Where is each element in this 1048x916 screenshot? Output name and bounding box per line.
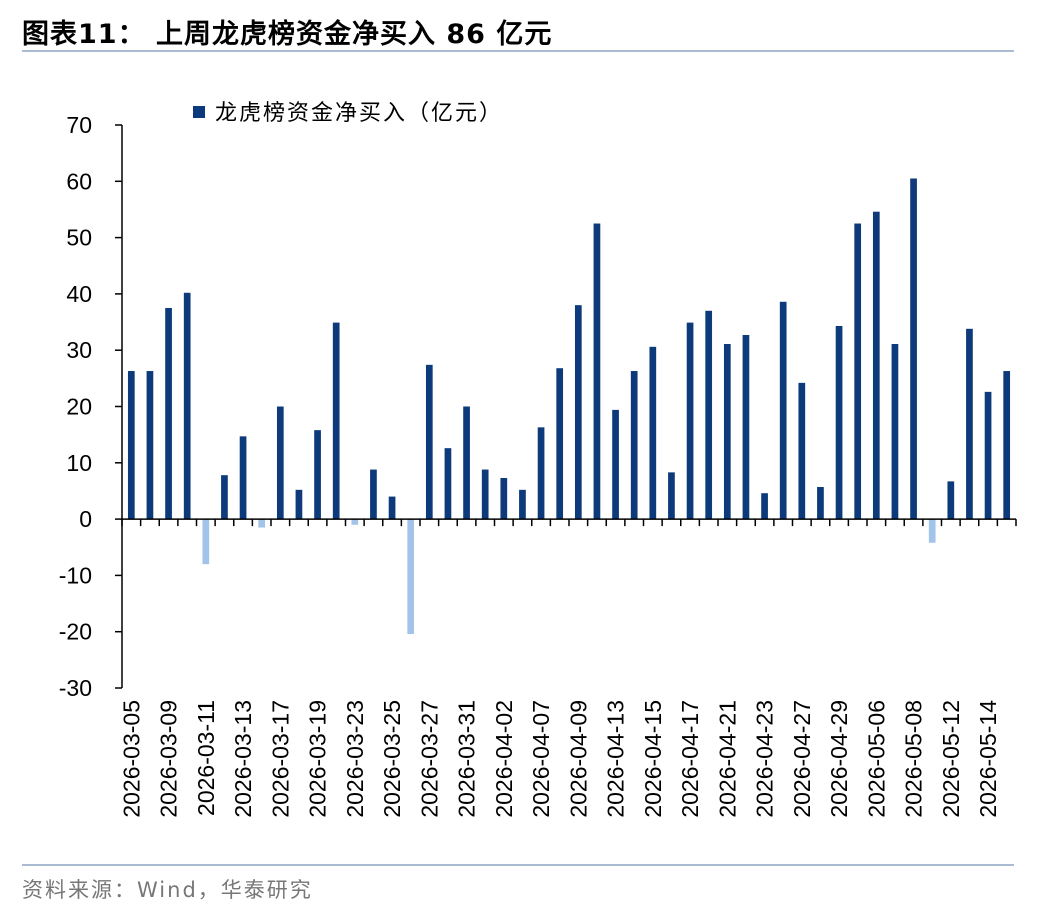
bar (425, 364, 433, 520)
y-tick-label: 30 (66, 337, 92, 363)
bar-chart: 龙虎榜资金净买入（亿元） 70 60 50 40 30 20 10 0 -10 -20 -30 20… (59, 101, 1017, 818)
bar (984, 391, 992, 520)
y-tick-label: 0 (79, 506, 92, 532)
y-tick-label: 60 (66, 168, 92, 194)
chart-title: 图表11： 上周龙虎榜资金净买入 86 亿元 (22, 19, 553, 50)
x-tick-label: 2026-03-27 (416, 700, 442, 818)
bar (388, 496, 396, 520)
bar (798, 382, 806, 520)
y-tick-label: 50 (66, 225, 92, 251)
x-tick-label: 2026-04-21 (714, 700, 740, 818)
y-ticks: 70 60 50 40 30 20 10 0 -10 -20 -30 (59, 112, 122, 701)
bar (370, 469, 377, 520)
bar (723, 344, 731, 520)
bar (276, 406, 284, 520)
x-tick-label: 2026-03-19 (305, 700, 331, 818)
y-tick-label: 70 (66, 112, 92, 138)
x-ticks: 2026-03-05 2026-03-09 2026-03-11 2026-03-13… (118, 519, 1017, 818)
bar (407, 519, 415, 634)
bar (612, 409, 619, 520)
y-tick-label: -30 (59, 675, 92, 701)
bar (705, 310, 713, 520)
x-tick-label: 2026-04-27 (789, 700, 815, 818)
bar (239, 436, 247, 520)
bar (295, 489, 303, 520)
x-tick-label: 2026-04-29 (826, 700, 852, 818)
x-tick-label: 2026-05-12 (938, 700, 964, 818)
bar (221, 475, 228, 520)
x-tick-label: 2026-04-15 (640, 700, 666, 818)
x-tick-label: 2026-05-06 (863, 700, 889, 818)
bars-group (127, 178, 1011, 634)
bar (463, 406, 470, 520)
bar (947, 481, 955, 520)
bar (761, 493, 768, 520)
x-tick-label: 2026-04-13 (603, 700, 629, 818)
bar (649, 346, 657, 520)
x-tick-label: 2026-04-02 (491, 700, 517, 818)
y-tick-label: -20 (59, 619, 92, 645)
bar (556, 368, 564, 520)
x-tick-label: 2026-03-09 (156, 700, 182, 818)
top-rule (22, 50, 1014, 52)
bar (127, 371, 135, 520)
bar (630, 371, 638, 520)
bar (928, 519, 936, 543)
x-tick-label: 2026-03-23 (342, 700, 368, 818)
bar (146, 371, 154, 520)
bar (519, 489, 526, 520)
x-tick-label: 2026-03-17 (267, 700, 293, 818)
bar (835, 325, 843, 520)
bar (668, 472, 675, 520)
x-tick-label: 2026-04-17 (677, 700, 703, 818)
x-tick-label: 2026-03-05 (118, 700, 144, 818)
bar (966, 328, 973, 520)
bar (854, 223, 862, 520)
x-tick-label: 2026-04-23 (752, 700, 778, 818)
y-tick-label: -10 (59, 562, 92, 588)
legend-label: 龙虎榜资金净买入（亿元） (215, 101, 503, 126)
x-tick-label: 2026-03-11 (193, 700, 219, 816)
y-tick-label: 10 (66, 450, 92, 476)
bar (351, 519, 359, 525)
bar (910, 178, 917, 520)
bar (817, 487, 824, 520)
x-tick-label: 2026-05-08 (901, 700, 927, 818)
bar (202, 519, 210, 565)
x-tick-label: 2026-04-09 (565, 700, 591, 818)
bar (314, 430, 321, 520)
bar (686, 322, 694, 520)
legend-swatch (193, 106, 205, 118)
y-tick-label: 40 (66, 281, 92, 307)
source-note: 资料来源：Wind，华泰研究 (22, 878, 313, 902)
bar (872, 211, 880, 520)
bar (891, 344, 899, 520)
bar (593, 223, 601, 520)
bar (742, 334, 750, 520)
x-tick-label: 2026-03-25 (379, 700, 405, 818)
bar (165, 307, 172, 520)
bar (500, 478, 508, 520)
bar (574, 305, 582, 520)
bar (1003, 371, 1011, 520)
bar (481, 469, 489, 520)
x-tick-label: 2026-05-14 (975, 700, 1001, 818)
bottom-rule (22, 864, 1014, 866)
bar (444, 448, 452, 520)
bar (779, 301, 787, 520)
bar (537, 427, 545, 520)
bar (258, 519, 266, 528)
bar (332, 322, 340, 520)
y-tick-label: 20 (66, 394, 92, 420)
bar (183, 292, 191, 520)
x-tick-label: 2026-03-13 (230, 700, 256, 818)
x-tick-label: 2026-04-07 (528, 700, 554, 818)
legend: 龙虎榜资金净买入（亿元） (193, 101, 503, 126)
x-tick-label: 2026-03-31 (454, 700, 480, 818)
